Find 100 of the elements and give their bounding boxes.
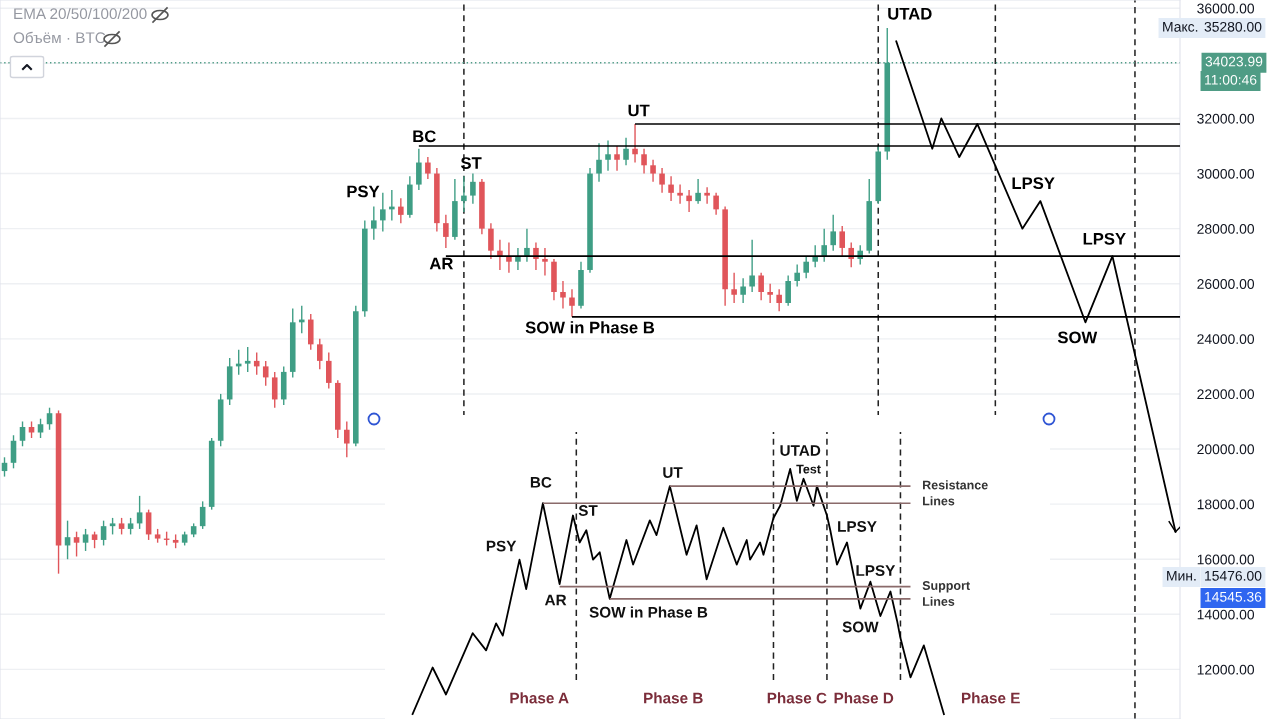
candlestick — [776, 288, 782, 312]
y-tick-label: 28000.00 — [1197, 223, 1255, 234]
candlestick — [632, 123, 638, 164]
candlestick — [767, 283, 773, 304]
y-tick-label: 18000.00 — [1197, 499, 1255, 510]
annotation: SOW in Phase B — [589, 606, 708, 618]
ref-line-label: 34023.99 — [1205, 56, 1263, 67]
annotation: ST — [578, 505, 598, 516]
annotation: SOW — [842, 621, 879, 633]
candlestick — [506, 241, 512, 274]
candlestick — [695, 178, 701, 205]
text: 15476.00 — [1205, 570, 1262, 581]
candlestick — [515, 247, 521, 271]
annotation: SOW in Phase B — [525, 321, 655, 334]
candlestick — [731, 272, 737, 304]
candlestick — [839, 225, 846, 257]
candlestick — [650, 159, 656, 183]
annotation: LPSY — [1083, 232, 1126, 245]
annotation: UT — [663, 467, 683, 478]
y-tick-label: 12000.00 — [1197, 664, 1255, 675]
annotation: AR — [544, 594, 567, 606]
candlestick — [677, 183, 683, 205]
y-tick-label: 24000.00 — [1197, 334, 1255, 345]
annotation: Resistance — [923, 480, 988, 490]
candlestick — [244, 346, 251, 373]
candlestick — [704, 186, 710, 205]
annotation: LPSY — [856, 565, 896, 576]
candlestick — [470, 172, 476, 205]
candlestick — [758, 272, 764, 301]
annotation: ST — [460, 157, 482, 169]
y-tick-label: 16000.00 — [1197, 554, 1255, 565]
annotation: Test — [796, 464, 821, 474]
annotation: UT — [628, 104, 650, 117]
candlestick — [785, 274, 791, 307]
candlestick — [740, 277, 746, 304]
candlestick — [803, 255, 809, 279]
annotation: Phase B — [644, 692, 703, 704]
candlestick — [542, 247, 548, 277]
y-tick-label: 20000.00 — [1197, 444, 1255, 455]
annotation: BC — [413, 130, 436, 143]
candlestick — [524, 227, 530, 263]
text: 11:00:46 — [1205, 74, 1257, 85]
candlestick — [371, 205, 377, 241]
candlestick — [686, 189, 692, 213]
annotation: UTAD — [888, 8, 932, 20]
annotation: EMA 20/50/100/200 — [14, 7, 147, 20]
candlestick — [713, 192, 719, 216]
candlestick — [19, 420, 26, 447]
candlestick — [262, 360, 269, 387]
y-tick-label: 22000.00 — [1197, 389, 1255, 400]
candlestick — [37, 418, 44, 439]
candlestick — [344, 420, 350, 458]
candlestick — [794, 263, 800, 288]
annotation: Мин. — [1167, 571, 1196, 581]
annotation: Phase D — [834, 692, 894, 704]
annotation: Support — [922, 581, 970, 593]
candlestick — [271, 371, 278, 409]
annotation: PSY — [347, 185, 380, 198]
y-tick-label: 30000.00 — [1197, 168, 1255, 179]
candlestick — [821, 227, 827, 263]
annotation: PSY — [486, 540, 517, 552]
annotation: Phase C — [767, 692, 827, 704]
annotation: UTAD — [780, 445, 821, 456]
annotation: AR — [429, 257, 454, 270]
text: 35280.00 — [1204, 21, 1262, 32]
candlestick — [668, 175, 674, 202]
annotation: Phase A — [510, 692, 569, 704]
candlestick — [416, 148, 422, 191]
annotation: Объём · BTC — [13, 31, 106, 44]
annotation: Phase E — [961, 692, 1020, 704]
y-tick-label: 32000.00 — [1197, 113, 1255, 124]
candlestick — [623, 137, 629, 166]
candlestick — [461, 175, 467, 213]
annotation: LPSY — [1012, 177, 1055, 190]
candlestick — [812, 244, 818, 268]
candlestick — [569, 288, 575, 318]
candlestick — [253, 351, 260, 376]
annotation: LPSY — [838, 521, 877, 532]
candlestick — [596, 142, 602, 183]
candlestick — [398, 197, 404, 224]
candlestick — [488, 222, 494, 260]
text: 14545.36 — [1205, 591, 1262, 602]
y-tick-label: 26000.00 — [1197, 279, 1255, 289]
candlestick — [614, 145, 620, 172]
y-tick-label: 14000.00 — [1197, 609, 1255, 620]
candlestick — [82, 528, 89, 552]
candlestick — [443, 214, 449, 249]
candlestick — [659, 167, 665, 194]
annotation: Lines — [923, 496, 955, 506]
annotation: BC — [530, 476, 552, 488]
candlestick — [605, 139, 611, 172]
candlestick — [380, 192, 386, 233]
candlestick — [749, 238, 755, 293]
candlestick — [316, 338, 323, 370]
annotation: SOW — [1057, 331, 1098, 344]
y-tick-label: 36000.00 — [1197, 3, 1255, 14]
candlestick — [641, 148, 647, 175]
annotation: Lines — [923, 596, 955, 606]
annotation: Макс. — [1163, 22, 1198, 32]
candlestick — [830, 214, 836, 252]
